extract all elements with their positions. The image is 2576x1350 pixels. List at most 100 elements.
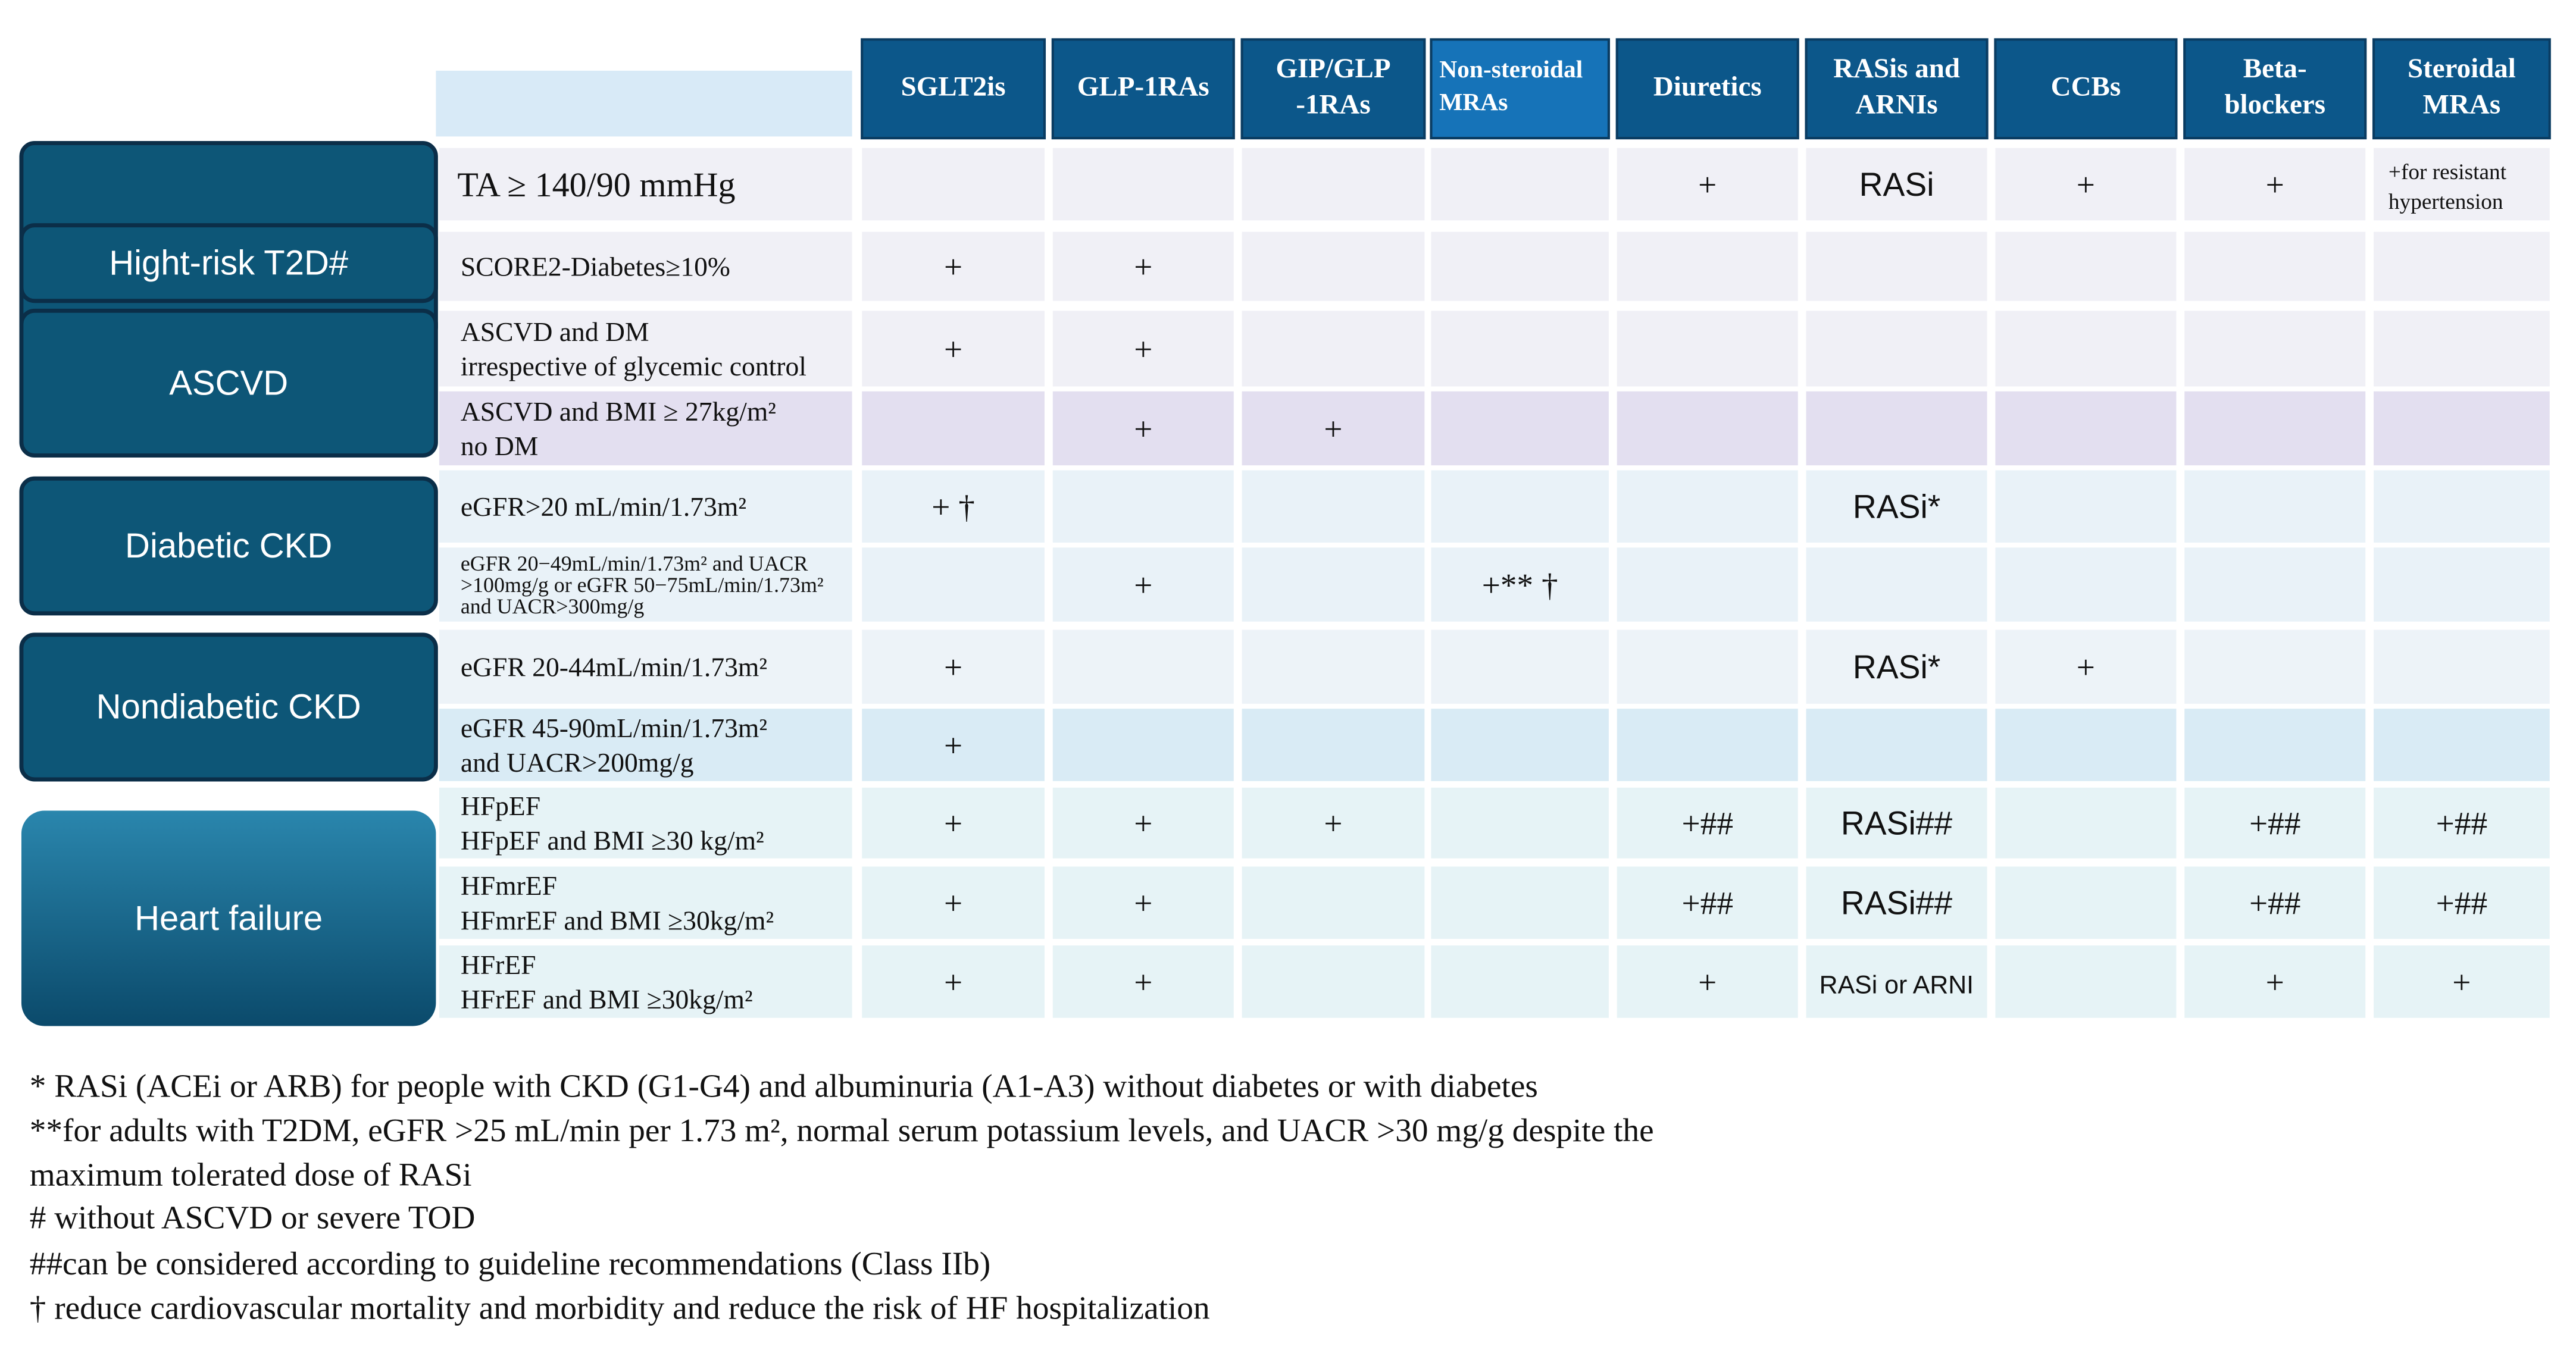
column-header (1994, 38, 2178, 140)
column-header-text: Beta- (2243, 53, 2307, 84)
group-box (19, 308, 438, 458)
cell-mark: + (1134, 331, 1152, 367)
table-cell (1052, 231, 1234, 301)
column-header (861, 38, 1046, 140)
group-box (19, 632, 438, 782)
table-cell (1242, 470, 1425, 543)
table-cell (862, 866, 1045, 939)
cell-mark: + (1324, 411, 1342, 447)
cell-mark: + † (931, 489, 975, 525)
table-cell (862, 148, 1045, 221)
cell-mark: +## (2436, 806, 2487, 842)
table-cell (1806, 709, 1987, 781)
table-cell (1617, 311, 1798, 387)
table-cell (1242, 629, 1425, 704)
table-cell (2374, 547, 2550, 622)
table-cell (1431, 148, 1609, 221)
table-cell (1617, 148, 1798, 221)
table-cell (1242, 547, 1425, 622)
column-header-text: blockers (2224, 89, 2325, 120)
table-cell (1617, 470, 1798, 543)
row-criterion-cell (439, 231, 852, 301)
table-cell (2374, 629, 2550, 704)
group-label: Heart failure (135, 899, 323, 938)
cell-mark: + (944, 806, 962, 842)
cell-mark: + (1134, 567, 1152, 603)
table-cell (2374, 866, 2550, 939)
table-cell (1806, 629, 1987, 704)
table-cell (2374, 945, 2550, 1018)
table-cell (1052, 547, 1234, 622)
column-header-text: GIP/GLP (1276, 53, 1390, 84)
table-cell (2184, 866, 2366, 939)
table-cell (1052, 470, 1234, 543)
cell-mark: RASi## (1841, 885, 1953, 922)
cell-mark: + (2266, 964, 2284, 1000)
table-cell (1431, 391, 1609, 466)
table-cell (1052, 311, 1234, 387)
table-cell (862, 391, 1045, 466)
criterion-text: HFpEF (461, 791, 540, 821)
cell-mark: + (1698, 167, 1717, 203)
row-criterion-cell (439, 148, 852, 221)
table-cell (1431, 945, 1609, 1018)
table-cell (2184, 391, 2366, 466)
row-criterion-cell (439, 787, 852, 859)
table-cell (2184, 231, 2366, 301)
cell-mark: RASi or ARNI (1820, 970, 1974, 999)
table-cell (2374, 391, 2550, 466)
criterion-text: >100mg/g or eGFR 50−75mL/min/1.73m² (461, 573, 824, 597)
column-header-text: SGLT2is (901, 71, 1006, 102)
table-cell (2184, 709, 2366, 781)
criterion-text: HFrEF (461, 950, 536, 980)
table-cell (862, 311, 1045, 387)
table-cell (1052, 787, 1234, 859)
table-cell (1995, 629, 2177, 704)
cell-mark: + (1134, 249, 1152, 285)
table-cell (1242, 945, 1425, 1018)
cell-mark: + (2452, 964, 2471, 1000)
row-criterion-cell (439, 470, 852, 543)
table-cell (1431, 311, 1609, 387)
criterion-text: eGFR 20−49mL/min/1.73m² and UACR (461, 552, 808, 575)
cell-mark: + (944, 964, 962, 1000)
table-cell (1617, 629, 1798, 704)
table-cell (2374, 787, 2550, 859)
cell-mark: + (1134, 964, 1152, 1000)
table-cell (2184, 787, 2366, 859)
column-header (1430, 38, 1610, 140)
group-box (21, 810, 436, 1026)
row-criterion-cell (439, 629, 852, 704)
cell-mark: RASi (1859, 166, 1934, 203)
table-cell (2374, 311, 2550, 387)
row-criterion-cell (439, 709, 852, 781)
column-header-text: Non-steroidal (1439, 55, 1583, 83)
table-cell (1052, 866, 1234, 939)
cell-mark: RASi* (1853, 649, 1940, 685)
cell-mark: + (944, 885, 962, 922)
criterion-text: and UACR>300mg/g (461, 594, 645, 618)
table-cell (1431, 470, 1609, 543)
table-cell (2184, 311, 2366, 387)
group-label: ASCVD (169, 364, 288, 402)
cell-mark: + (944, 249, 962, 285)
table-cell (1431, 629, 1609, 704)
table-cell (2374, 470, 2550, 543)
table-cell (1806, 231, 1987, 301)
table-cell (1806, 311, 1987, 387)
table-cell (2374, 231, 2550, 301)
table-cell (1431, 231, 1609, 301)
criterion-text: TA ≥ 140/90 mmHg (457, 165, 735, 204)
table-cell (1806, 547, 1987, 622)
cell-mark: + (944, 331, 962, 367)
column-header-text: CCBs (2051, 71, 2121, 102)
table-cell (1995, 231, 2177, 301)
table-cell (1242, 709, 1425, 781)
table-cell (1806, 945, 1987, 1018)
criterion-text: SCORE2-Diabetes≥10% (461, 252, 730, 282)
table-cell (1431, 547, 1609, 622)
row-criterion-cell (439, 866, 852, 939)
footnote: maximum tolerated dose of RASi (30, 1157, 472, 1193)
cell-mark: + (1324, 806, 1342, 842)
cell-mark: RASi* (1853, 488, 1940, 525)
